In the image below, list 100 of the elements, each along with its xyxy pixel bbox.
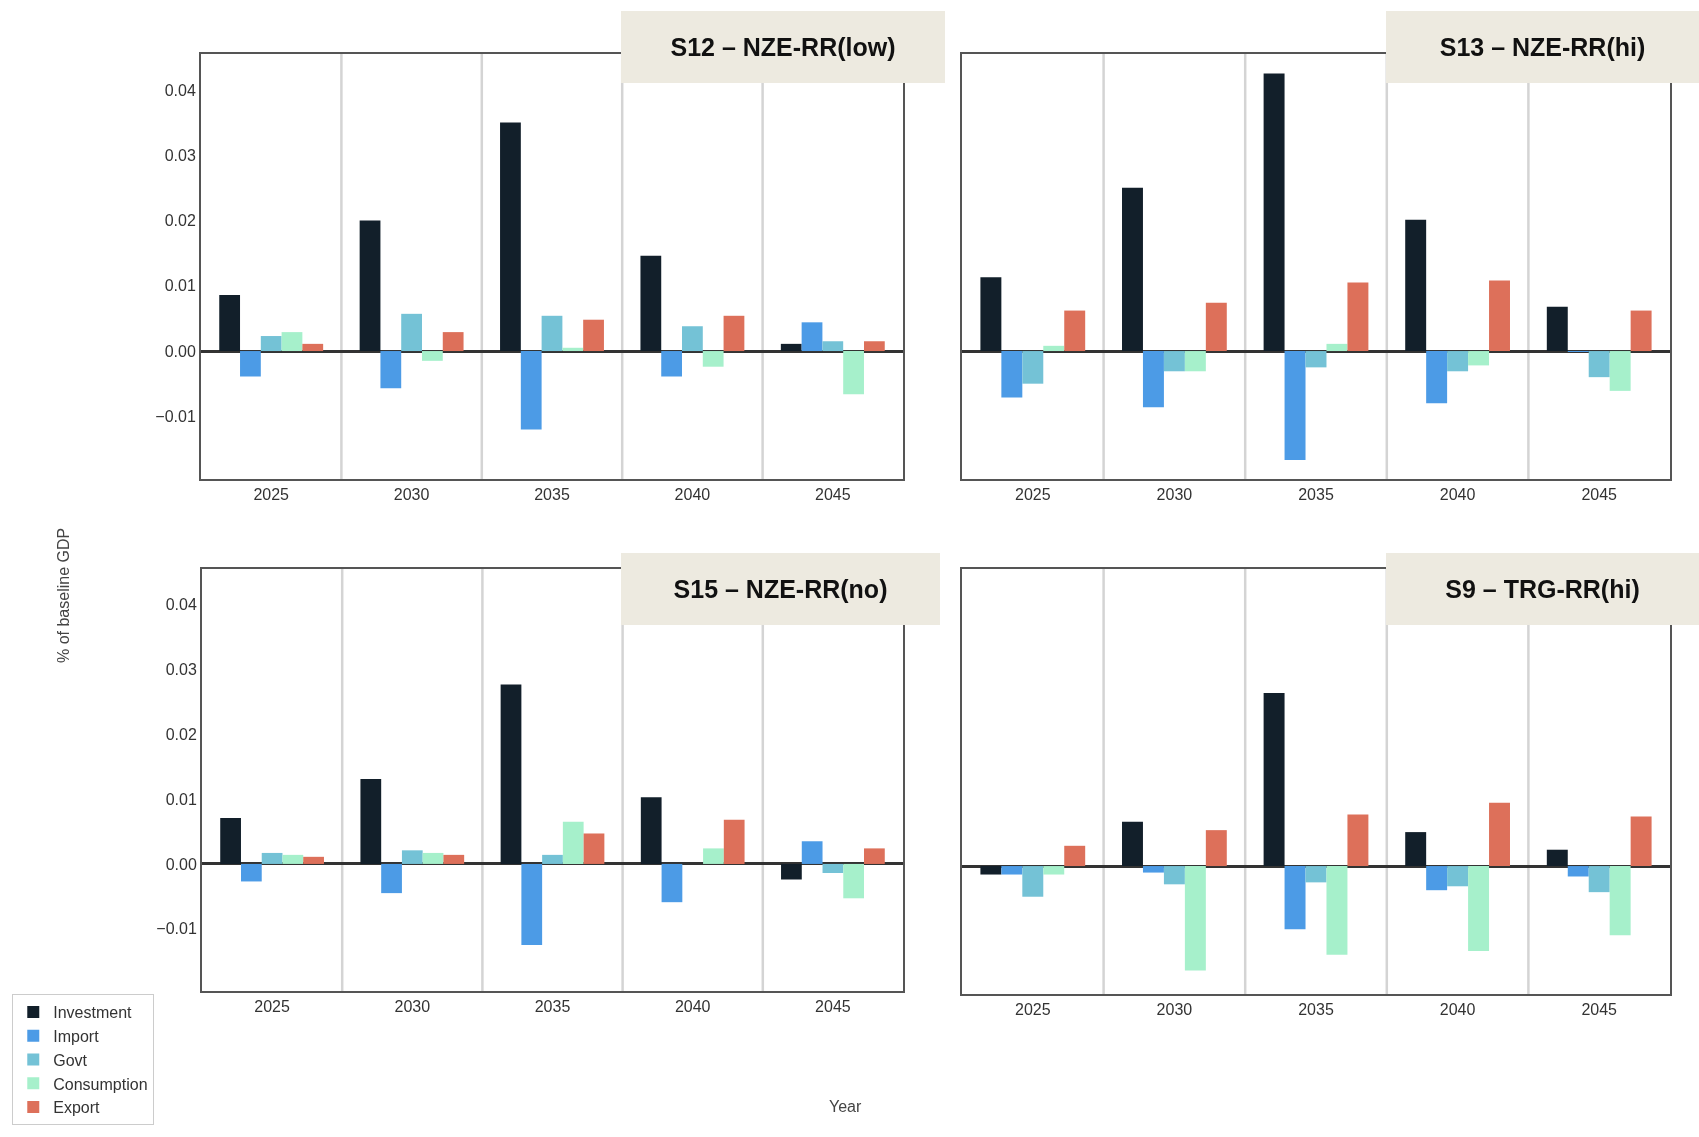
x-tick-label: 2030 <box>393 486 430 504</box>
x-tick-label: 2040 <box>1439 486 1476 504</box>
x-tick-label: 2035 <box>534 998 571 1016</box>
x-tick-label: 2040 <box>674 486 711 504</box>
bar <box>380 351 402 389</box>
bar <box>1489 280 1510 352</box>
text: 0.00 <box>164 342 196 360</box>
bar <box>1609 866 1631 936</box>
bar <box>303 856 324 864</box>
bar <box>302 343 324 352</box>
bar <box>1142 351 1164 408</box>
bar <box>980 277 1002 352</box>
bar <box>1347 282 1369 352</box>
x-axis-title: Year <box>829 1098 862 1115</box>
bar <box>583 319 604 352</box>
x-tick-label: 2045 <box>815 998 851 1016</box>
bar <box>261 852 283 864</box>
bar <box>520 351 542 430</box>
y-tick-label: 0.02 <box>165 725 197 743</box>
x-tick-label: 2025 <box>253 486 290 504</box>
bar <box>1609 351 1631 391</box>
bar <box>1263 693 1285 867</box>
bar <box>723 819 745 864</box>
bar <box>781 863 802 880</box>
bar <box>640 255 662 352</box>
bar <box>1043 866 1065 875</box>
text: 0.00 <box>165 855 197 873</box>
bar <box>1567 866 1589 877</box>
bar <box>562 347 584 352</box>
bar <box>442 332 464 352</box>
bar <box>240 863 262 882</box>
bar <box>542 854 563 864</box>
bar <box>1043 345 1065 352</box>
legend-label: Govt <box>53 1051 88 1069</box>
y-tick-label: −0.01 <box>156 920 197 938</box>
bar <box>260 336 282 352</box>
x-tick-label: 2045 <box>815 486 851 504</box>
bar <box>1588 351 1610 378</box>
bar <box>1326 343 1348 352</box>
bar <box>1205 830 1227 867</box>
bar <box>1184 866 1206 971</box>
bar <box>640 797 662 864</box>
bar <box>723 315 745 352</box>
x-tick-label: 2030 <box>1156 1001 1193 1019</box>
bar <box>521 863 543 945</box>
bar <box>1630 310 1652 352</box>
x-tick-label: 2035 <box>1298 1001 1334 1019</box>
y-tick-label: 0.01 <box>164 277 196 295</box>
bar <box>661 863 683 903</box>
bar <box>541 315 563 352</box>
bar <box>1022 351 1044 384</box>
bar <box>1284 866 1306 930</box>
bar <box>1064 310 1086 352</box>
bar <box>422 852 444 864</box>
bar <box>864 848 885 864</box>
x-tick-label: 2045 <box>1581 486 1618 504</box>
x-tick-label: 2045 <box>1581 1001 1618 1019</box>
bar <box>1305 866 1327 883</box>
bar <box>822 341 844 352</box>
bar <box>1122 187 1143 352</box>
bar <box>359 220 381 352</box>
bar <box>1142 866 1164 873</box>
bar <box>843 863 865 899</box>
bar <box>583 833 605 864</box>
x-tick-label: 2035 <box>534 486 570 504</box>
bar <box>822 863 844 874</box>
bar <box>682 326 703 352</box>
bar <box>661 351 683 377</box>
bar <box>801 841 823 864</box>
bar <box>562 821 584 864</box>
bar <box>1489 802 1510 867</box>
bar <box>980 866 1002 875</box>
chart-title: S9 – TRG-RR(hi) <box>1445 574 1640 604</box>
bar <box>1405 832 1427 867</box>
bar <box>1022 866 1044 897</box>
bar <box>1163 866 1185 885</box>
bar <box>240 351 261 377</box>
bar <box>1546 849 1568 867</box>
bar <box>1426 866 1448 891</box>
bar <box>1305 351 1327 368</box>
y-tick-label: 0.02 <box>164 212 196 230</box>
bar <box>1001 351 1023 398</box>
bar <box>381 863 402 894</box>
bar <box>1405 219 1427 352</box>
bar <box>843 351 864 395</box>
bar <box>1326 866 1348 955</box>
bar <box>443 854 465 864</box>
y-tick-label: −0.01 <box>155 407 196 425</box>
bar <box>1122 821 1143 867</box>
bar <box>1284 351 1306 461</box>
bar <box>1588 866 1610 893</box>
bar <box>1163 351 1185 372</box>
bar <box>702 351 724 367</box>
bar <box>1263 73 1285 352</box>
bar <box>1447 866 1469 887</box>
bar <box>1630 816 1652 867</box>
x-tick-label: 2040 <box>1439 1001 1476 1019</box>
legend-label: Consumption <box>53 1075 148 1093</box>
legend-label: Import <box>53 1027 100 1045</box>
bar <box>401 313 422 352</box>
